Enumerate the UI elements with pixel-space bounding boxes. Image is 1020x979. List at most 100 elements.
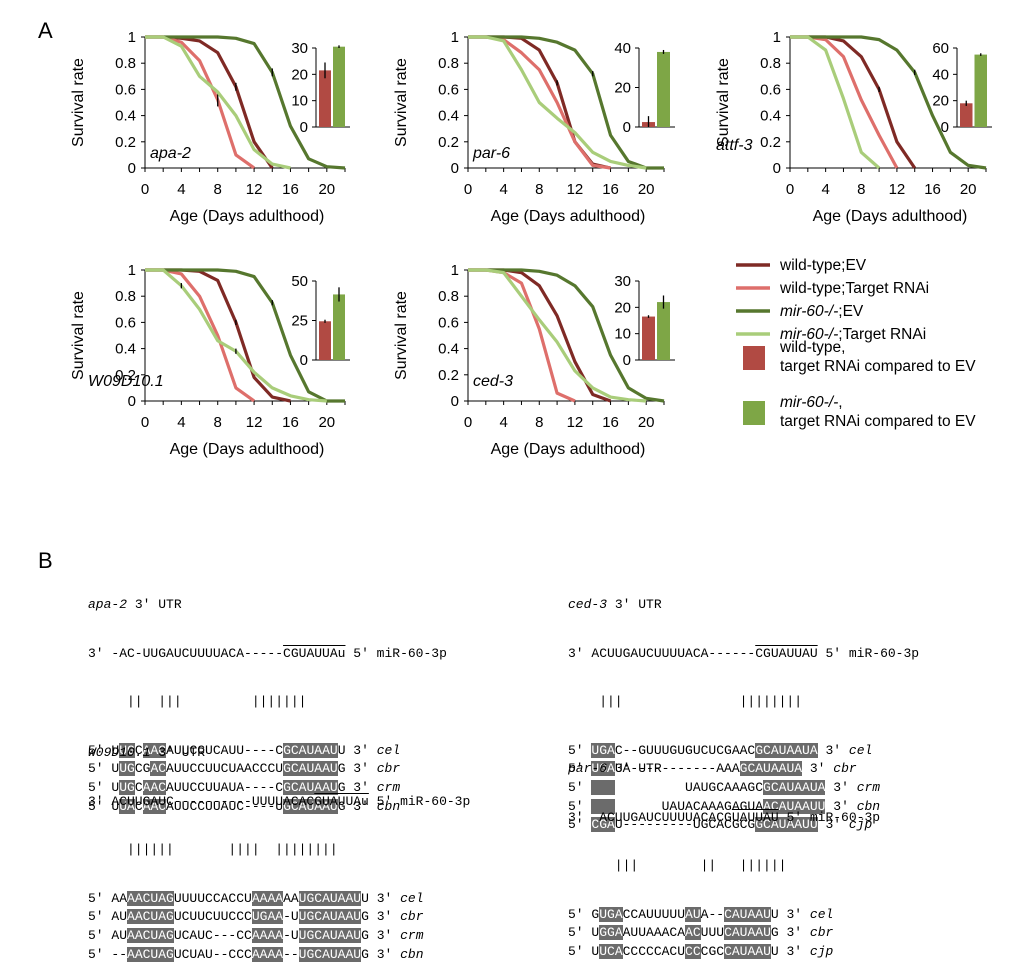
- x-tick-label: 20: [318, 181, 335, 198]
- x-tick-label: 16: [602, 414, 619, 431]
- x-tick-label: 0: [786, 181, 794, 198]
- seq-segment: 3′: [345, 779, 377, 795]
- x-tick-label: 8: [857, 181, 865, 198]
- seq-segment: 3′: [825, 779, 857, 795]
- inset-bar-chart: 0 20 40 60: [932, 40, 992, 136]
- seq-segment: 5′: [88, 779, 112, 795]
- y-tick-label: 0.4: [115, 108, 136, 125]
- y-axis-label: Survival rate: [715, 58, 732, 147]
- y-tick-label: 0: [451, 160, 459, 177]
- seq-segment: AC: [150, 761, 167, 777]
- seq-segment: CAUAAU: [724, 906, 771, 922]
- seq-segment: U: [337, 742, 346, 758]
- inset-y-tick-label: 25: [291, 313, 308, 330]
- series-line: [468, 268, 647, 403]
- inset-y-tick-label: 0: [623, 119, 631, 136]
- utr-label: 3′ UTR: [607, 761, 662, 776]
- mirna-seq: 3′ ACUUGAUC----------UUUUACAC: [88, 793, 315, 809]
- seq-segment: U: [770, 906, 779, 922]
- seq-segment: CCCCCACU: [622, 943, 686, 959]
- seq-segment: 3′: [368, 890, 401, 906]
- y-tick-label: 1: [773, 29, 781, 46]
- seq-segment: AACUAG: [127, 890, 174, 906]
- seq-segment: UCAUC---CC: [173, 927, 252, 943]
- series-line: [468, 35, 647, 170]
- series-line: [790, 35, 881, 170]
- species-label: cel: [809, 906, 834, 922]
- seq-segment: 3′: [345, 742, 377, 758]
- seq-segment: -U: [283, 927, 299, 943]
- panel-a-label: A: [38, 18, 53, 43]
- inset-bar: [960, 103, 973, 127]
- seq-segment: U: [770, 943, 779, 959]
- seq-segment: AAC: [142, 798, 167, 814]
- y-tick-label: 0.8: [760, 55, 781, 72]
- alignment-w09d10-1: W09D10.1 3′ UTR 3′ ACUUGAUC----------UUU…: [88, 714, 470, 979]
- seq-segment: AC: [685, 925, 701, 941]
- pairing-marks: ||| ||||||||: [568, 694, 803, 710]
- seq-segment: C: [134, 742, 143, 758]
- x-tick-label: 16: [924, 181, 941, 198]
- seq-segment: AUUCCUUCUAACCCU: [166, 761, 284, 777]
- alignment-ced-3: ced-3 3′ UTR 3′ ACUUGAUCUUUUACA------CGU…: [568, 566, 919, 850]
- x-axis-label: Age (Days adulthood): [170, 208, 325, 225]
- seq-segment: UG: [119, 742, 135, 758]
- seq-segment: 3′: [778, 943, 810, 959]
- legend-label: mir-60-/-;EV: [780, 303, 864, 320]
- seq-segment: G: [361, 927, 369, 943]
- seq-segment: AAC: [142, 742, 167, 758]
- inset-y-tick-label: 10: [291, 93, 308, 110]
- inset-bar: [319, 321, 331, 360]
- y-tick-label: 0: [773, 160, 781, 177]
- seq-segment: GCAUAAU: [283, 742, 338, 758]
- y-tick-label: 0.4: [438, 108, 459, 125]
- inset-bar: [333, 46, 345, 127]
- inset-y-tick-label: 20: [932, 93, 949, 110]
- inset-y-tick-label: 20: [291, 66, 308, 83]
- species-label: cbn: [376, 798, 401, 814]
- seq-segment: 5′: [88, 761, 112, 777]
- alignment-row: 5′ UGGAAUUAAACAACUUUCAUAAUG 3′ cbr: [568, 924, 880, 943]
- y-tick-label: 1: [451, 262, 459, 279]
- y-tick-label: 0.6: [115, 314, 136, 331]
- y-axis-label: Survival rate: [70, 58, 87, 147]
- legend-bar-label: target RNAi compared to EV: [780, 358, 976, 375]
- series-line: [468, 268, 665, 403]
- seq-segment: G: [337, 798, 346, 814]
- y-tick-label: 1: [128, 29, 136, 46]
- seq-segment: 5′: [88, 927, 112, 943]
- seq-segment: 5′: [88, 798, 112, 814]
- species-label: cbn: [856, 798, 881, 814]
- x-tick-label: 8: [535, 414, 543, 431]
- species-label: cbr: [376, 761, 401, 777]
- seq-segment: C: [134, 798, 143, 814]
- seq-segment: --: [283, 946, 299, 962]
- utr-label: 3′ UTR: [127, 597, 182, 612]
- y-tick-label: 0.2: [438, 367, 459, 384]
- y-tick-label: 0.6: [438, 314, 459, 331]
- seq-segment: AAAA: [251, 890, 284, 906]
- seq-segment: AAAA: [251, 927, 284, 943]
- seq-segment: CAUAAU: [724, 925, 771, 941]
- inset-bar-chart: 0 10 20 30: [291, 40, 350, 136]
- seq-segment: 5′: [568, 925, 592, 941]
- seq-segment: UA: [119, 798, 135, 814]
- x-tick-label: 8: [214, 414, 222, 431]
- inset-y-tick-label: 40: [932, 66, 949, 83]
- x-tick-label: 0: [141, 181, 149, 198]
- alignment-row: 5′ AUAACUAGUCUUCUUCCCUGAA-UUGCAUAAUG 3′ …: [88, 908, 470, 927]
- seq-segment: U: [111, 761, 120, 777]
- series-line: [145, 35, 291, 170]
- seq-segment: 3′: [345, 798, 377, 814]
- species-label: cbr: [400, 909, 424, 925]
- gene-name: ced-3: [568, 597, 608, 612]
- seq-segment: C--GUUUGUGUCUCGAAC: [614, 742, 756, 758]
- seq-segment: G: [337, 779, 346, 795]
- seq-segment: 3′: [778, 925, 810, 941]
- y-tick-label: 0.2: [760, 134, 781, 151]
- seq-segment: UA-----------AAA: [614, 761, 740, 777]
- seq-segment: -U: [283, 909, 299, 925]
- x-tick-label: 0: [464, 414, 472, 431]
